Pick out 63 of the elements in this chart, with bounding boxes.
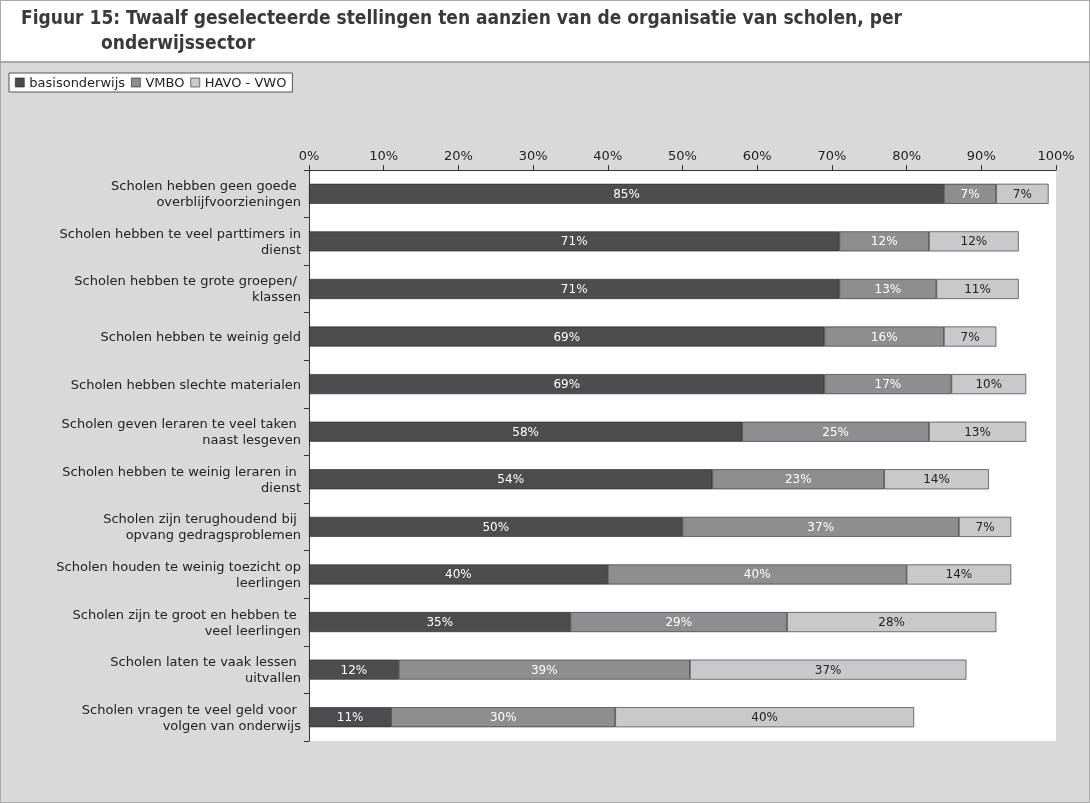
data-label: 12% (870, 234, 898, 249)
x-tick-label: 30% (518, 148, 548, 163)
data-label: 7% (975, 519, 995, 534)
data-label: 12% (340, 662, 368, 677)
data-label: 13% (964, 424, 991, 439)
data-label: 35% (426, 615, 454, 630)
x-tick-label: 40% (593, 148, 623, 163)
y-tick-label: Scholen hebben slechte materialen (70, 376, 301, 392)
data-label: 40% (751, 710, 779, 725)
data-label: 40% (445, 567, 472, 582)
y-tick-label: Scholen hebben te weinig geld (100, 329, 301, 345)
y-tick-label: Scholen zijn te groot en hebben te veel leerlingen (72, 606, 301, 638)
x-tick-label: 0% (298, 148, 320, 163)
y-tick-label: Scholen hebben te veel parttimers in dienst (59, 225, 301, 257)
x-tick-label: 20% (443, 148, 473, 163)
data-label: 11% (964, 281, 991, 296)
data-label: 25% (822, 424, 849, 439)
data-label: 69% (553, 377, 581, 392)
data-label: 54% (497, 472, 525, 487)
data-label: 17% (874, 377, 902, 392)
data-label: 14% (923, 472, 950, 487)
y-tick-label: Scholen hebben te weinig leraren in dienst (62, 463, 301, 495)
data-label: 58% (512, 424, 539, 439)
y-tick-label: Scholen vragen te veel geld voor volgen van onderwijs (81, 701, 302, 733)
data-label: 71% (560, 234, 588, 249)
x-tick-label: 10% (369, 148, 399, 163)
data-label: 28% (878, 615, 905, 630)
x-tick-label: 90% (966, 148, 996, 163)
y-tick-label: Scholen hebben geen goede overblijfvoorzieningen (111, 178, 301, 210)
data-label: 7% (1012, 186, 1032, 201)
y-tick-label: Scholen houden te weinig toezicht op leerlingen (56, 558, 301, 590)
data-label: 11% (336, 710, 364, 725)
data-label: 29% (665, 615, 693, 630)
data-label: 7% (960, 186, 980, 201)
legend-label: VMBO (145, 75, 185, 90)
data-label: 85% (613, 186, 640, 201)
data-label: 13% (874, 281, 902, 296)
data-label: 40% (743, 567, 771, 582)
data-label: 69% (553, 329, 581, 344)
x-tick-label: 60% (742, 148, 772, 163)
x-tick-label: 80% (892, 148, 922, 163)
data-label: 16% (870, 329, 898, 344)
x-tick-label: 100% (1037, 148, 1075, 163)
y-tick-label: Scholen laten te vaak lessen uitvallen (110, 654, 301, 686)
data-label: 14% (945, 567, 973, 582)
chart-title: Figuur 15: Twaalf geselecteerde stellingen ten aanzien van de organisatie van scholen, per onderwijssector (21, 5, 903, 55)
data-label: 37% (814, 662, 842, 677)
legend-label: HAVO - VWO (204, 75, 287, 90)
data-label: 71% (560, 281, 588, 296)
data-label: 12% (960, 234, 988, 249)
data-label: 30% (489, 710, 517, 725)
x-tick-label: 70% (817, 148, 847, 163)
data-label: 7% (960, 329, 980, 344)
legend-label: basisonderwijs (29, 75, 126, 90)
data-label: 39% (530, 662, 558, 677)
data-label: 23% (784, 472, 812, 487)
data-label: 37% (807, 519, 835, 534)
y-tick-label: Scholen geven leraren te veel taken naast lesgeven (61, 416, 301, 448)
x-tick-label: 50% (668, 148, 697, 163)
y-tick-label: Scholen hebben te grote groepen/ klassen (74, 273, 301, 305)
y-tick-label: Scholen zijn terughoudend bij opvang gedragsproblemen (103, 511, 301, 543)
data-label: 10% (975, 377, 1003, 392)
data-label: 50% (482, 519, 510, 534)
